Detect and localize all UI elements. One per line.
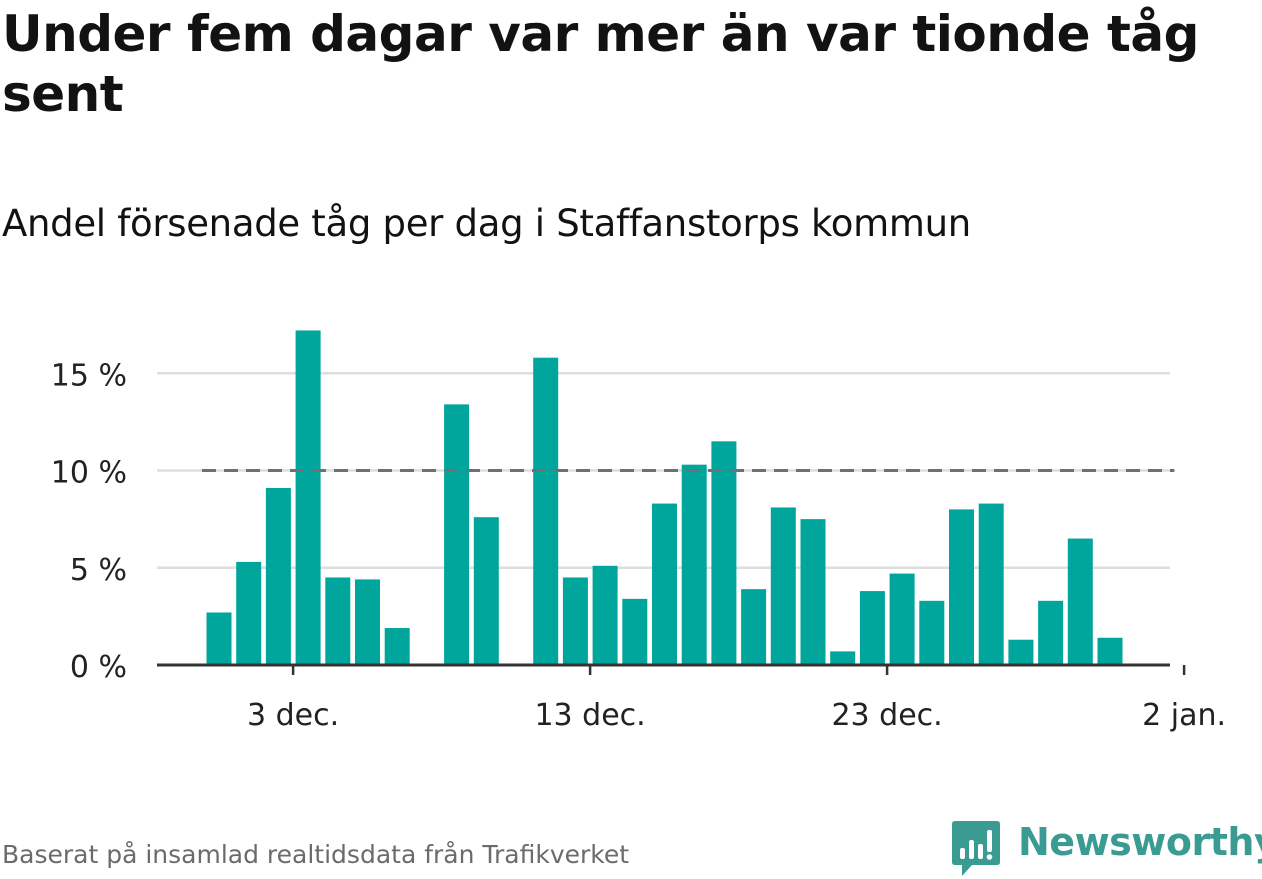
newsworthy-logo: Newsworthy xyxy=(950,818,1262,878)
y-tick-label: 0 % xyxy=(70,650,127,685)
tick-labels: 0 % 5 % 10 % 15 % 3 dec. 13 dec. 23 dec. 2 jan. xyxy=(51,358,1226,733)
source-note: Baserat på insamlad realtidsdata från Tr… xyxy=(2,840,630,869)
bar xyxy=(711,441,737,665)
bar xyxy=(325,577,351,665)
x-tick-label: 13 dec. xyxy=(534,698,645,733)
bar xyxy=(859,591,885,665)
bar xyxy=(1038,600,1064,665)
y-tick-label: 10 % xyxy=(51,456,127,491)
newsworthy-logo-icon xyxy=(952,821,1000,876)
bar xyxy=(355,579,380,665)
y-tick-label: 15 % xyxy=(51,358,127,393)
bar xyxy=(741,589,767,665)
bar xyxy=(295,330,321,665)
y-tick-label: 5 % xyxy=(70,553,127,588)
bar-chart: 0 % 5 % 10 % 15 % 3 dec. 13 dec. 23 dec. 2 jan. xyxy=(51,330,1226,733)
bar xyxy=(1097,637,1123,665)
bar xyxy=(592,565,618,665)
chart-subtitle: Andel försenade tåg per dag i Staffansto… xyxy=(2,202,971,245)
bar xyxy=(1008,639,1034,665)
bar xyxy=(444,404,470,665)
bar xyxy=(384,628,410,665)
bar xyxy=(1067,538,1093,665)
bar xyxy=(562,577,588,665)
bar xyxy=(830,651,856,665)
bar xyxy=(206,612,232,665)
bar xyxy=(622,598,648,665)
axes xyxy=(157,663,1186,675)
bar xyxy=(652,503,677,665)
bar xyxy=(949,509,974,665)
x-tick-label: 2 jan. xyxy=(1142,698,1226,733)
x-tick-label: 3 dec. xyxy=(247,698,339,733)
chart-title: Under fem dagar var mer än var tionde tå… xyxy=(2,5,1199,123)
bar xyxy=(473,517,499,665)
bar xyxy=(265,488,291,665)
bar xyxy=(533,357,559,665)
bar xyxy=(800,519,826,665)
bar xyxy=(919,600,945,665)
bar xyxy=(236,561,262,665)
bar xyxy=(770,507,796,665)
x-tick-label: 23 dec. xyxy=(831,698,942,733)
bars xyxy=(206,330,1123,665)
bar xyxy=(889,573,915,665)
bar xyxy=(978,503,1004,665)
logo-text: Newsworthy xyxy=(1018,820,1262,864)
bar xyxy=(681,464,707,665)
